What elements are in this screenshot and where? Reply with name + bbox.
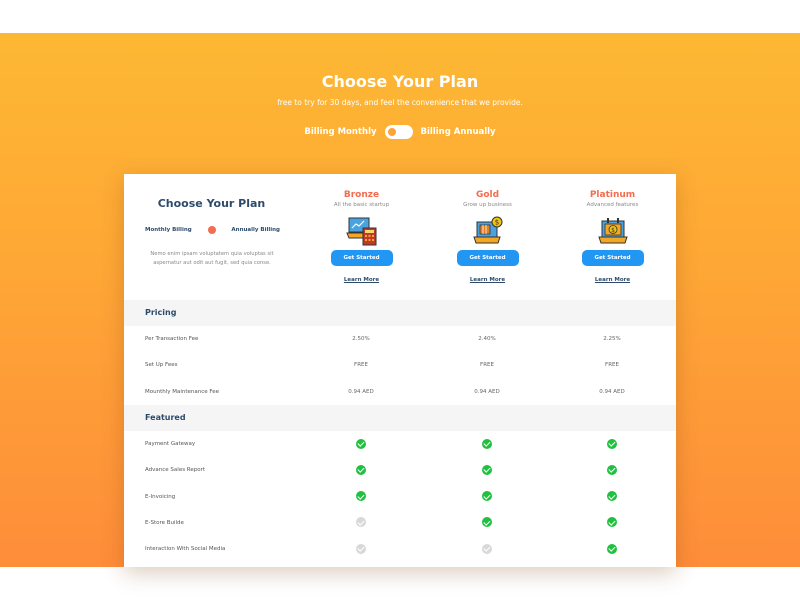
check-disabled-icon bbox=[356, 543, 366, 554]
check-icon bbox=[607, 438, 617, 449]
check-icon bbox=[482, 438, 492, 449]
feature-cell bbox=[447, 457, 527, 483]
get-started-button[interactable]: Get Started bbox=[456, 250, 519, 266]
row-label: E-Store Builde bbox=[145, 519, 184, 526]
learn-more-link[interactable]: Learn More bbox=[343, 277, 380, 283]
check-icon bbox=[356, 464, 366, 475]
monthly-billing-option[interactable]: Monthly Billing bbox=[145, 227, 192, 233]
feature-cell bbox=[321, 484, 401, 510]
row-label: Set Up Fees bbox=[145, 362, 178, 369]
feature-cell bbox=[321, 457, 401, 483]
price-cell: 0.94 AED bbox=[348, 388, 374, 395]
check-disabled-icon bbox=[356, 517, 366, 528]
row-label: Per Transaction Fee bbox=[145, 336, 199, 342]
check-icon bbox=[482, 464, 492, 475]
plan-platinum: Platinum Advanced features $ Get Started… bbox=[550, 174, 675, 299]
plan-gold: Gold Grow up business $ Get Started Lear… bbox=[425, 174, 550, 299]
table-row: E-Store Builde bbox=[124, 510, 676, 536]
plan-subtitle: Advanced features bbox=[586, 202, 639, 208]
billing-toggle-switch[interactable] bbox=[384, 125, 413, 139]
learn-more-link[interactable]: Learn More bbox=[469, 277, 506, 283]
table-row: Advance Sales Report bbox=[124, 457, 676, 483]
feature-cell bbox=[447, 484, 527, 510]
price-cell: 2.50% bbox=[352, 336, 370, 342]
table-row: Per Transaction Fee 2.50% 2.40% 2.25% bbox=[124, 326, 676, 352]
row-label: Interaction With Social Media bbox=[145, 546, 226, 553]
price-cell: 2.40% bbox=[478, 336, 496, 342]
plan-subtitle: Grow up business bbox=[463, 202, 512, 208]
row-label: E-Invoicing bbox=[145, 493, 176, 500]
check-disabled-icon bbox=[482, 543, 492, 554]
table-row: Set Up Fees FREE FREE FREE bbox=[124, 352, 676, 378]
learn-more-link[interactable]: Learn More bbox=[594, 277, 631, 283]
laptop-calculator-icon bbox=[345, 216, 378, 246]
get-started-button[interactable]: Get Started bbox=[330, 250, 393, 266]
table-row: Payment Gateway bbox=[124, 431, 676, 457]
pricing-card: Choose Your Plan Monthly Billing Annuall… bbox=[124, 174, 676, 567]
laptop-coin-icon: $ bbox=[472, 216, 504, 246]
svg-text:$: $ bbox=[494, 219, 498, 227]
price-cell: 0.94 AED bbox=[599, 388, 625, 395]
check-icon bbox=[356, 438, 366, 449]
billing-toggle-row: Billing Monthly Billing Annually bbox=[0, 125, 800, 139]
price-cell: FREE bbox=[354, 362, 368, 369]
check-icon bbox=[607, 464, 617, 475]
laptop-calendar-icon: $ bbox=[597, 216, 629, 246]
annually-billing-option[interactable]: Annually Billing bbox=[231, 227, 280, 233]
check-icon bbox=[607, 491, 617, 502]
check-icon bbox=[482, 517, 492, 528]
feature-cell bbox=[572, 457, 652, 483]
intro-billing-switch: Monthly Billing Annually Billing bbox=[145, 226, 280, 234]
hero-subtitle: free to try for 30 days, and feel the co… bbox=[277, 98, 523, 107]
plan-name: Platinum bbox=[589, 190, 636, 200]
feature-cell bbox=[572, 536, 652, 562]
row-label: Advance Sales Report bbox=[145, 467, 206, 474]
pricing-section-header: Pricing bbox=[124, 300, 676, 326]
intro-description: Nemo enim ipsam voluptatem quia voluptas… bbox=[150, 251, 274, 266]
feature-cell bbox=[447, 431, 527, 457]
plan-subtitle: All the basic startup bbox=[333, 202, 390, 208]
billing-indicator-dot[interactable] bbox=[207, 226, 216, 234]
feature-cell bbox=[321, 510, 401, 536]
table-row: Mounthly Maintenance Fee 0.94 AED 0.94 AED… bbox=[124, 379, 676, 405]
price-cell: 0.94 AED bbox=[474, 388, 500, 395]
plan-name: Gold bbox=[475, 190, 500, 200]
check-icon bbox=[356, 491, 366, 502]
plan-bronze: Bronze All the basic startup Get Started… bbox=[299, 174, 424, 299]
check-icon bbox=[607, 517, 617, 528]
feature-cell bbox=[572, 431, 652, 457]
price-cell: FREE bbox=[480, 362, 494, 369]
featured-section-header: Featured bbox=[124, 405, 676, 431]
billing-monthly-label[interactable]: Billing Monthly bbox=[304, 127, 377, 137]
toggle-knob bbox=[387, 128, 396, 136]
row-label: Mounthly Maintenance Fee bbox=[145, 388, 220, 395]
table-row: Interaction With Social Media bbox=[124, 536, 676, 562]
table-row: E-Invoicing bbox=[124, 484, 676, 510]
svg-text:$: $ bbox=[611, 227, 615, 234]
feature-cell bbox=[447, 536, 527, 562]
feature-cell bbox=[321, 431, 401, 457]
feature-cell bbox=[447, 510, 527, 536]
plan-name: Bronze bbox=[343, 190, 380, 200]
check-icon bbox=[482, 491, 492, 502]
hero-title: Choose Your Plan bbox=[321, 72, 479, 91]
check-icon bbox=[607, 543, 617, 554]
intro-panel: Choose Your Plan Monthly Billing Annuall… bbox=[124, 174, 299, 299]
feature-cell bbox=[572, 484, 652, 510]
get-started-button[interactable]: Get Started bbox=[581, 250, 644, 266]
feature-cell bbox=[321, 536, 401, 562]
row-label: Payment Gateway bbox=[145, 441, 196, 447]
price-cell: FREE bbox=[605, 362, 619, 369]
intro-title: Choose Your Plan bbox=[157, 197, 266, 210]
price-cell: 2.25% bbox=[603, 336, 621, 342]
billing-annually-label[interactable]: Billing Annually bbox=[420, 127, 496, 137]
feature-cell bbox=[572, 510, 652, 536]
